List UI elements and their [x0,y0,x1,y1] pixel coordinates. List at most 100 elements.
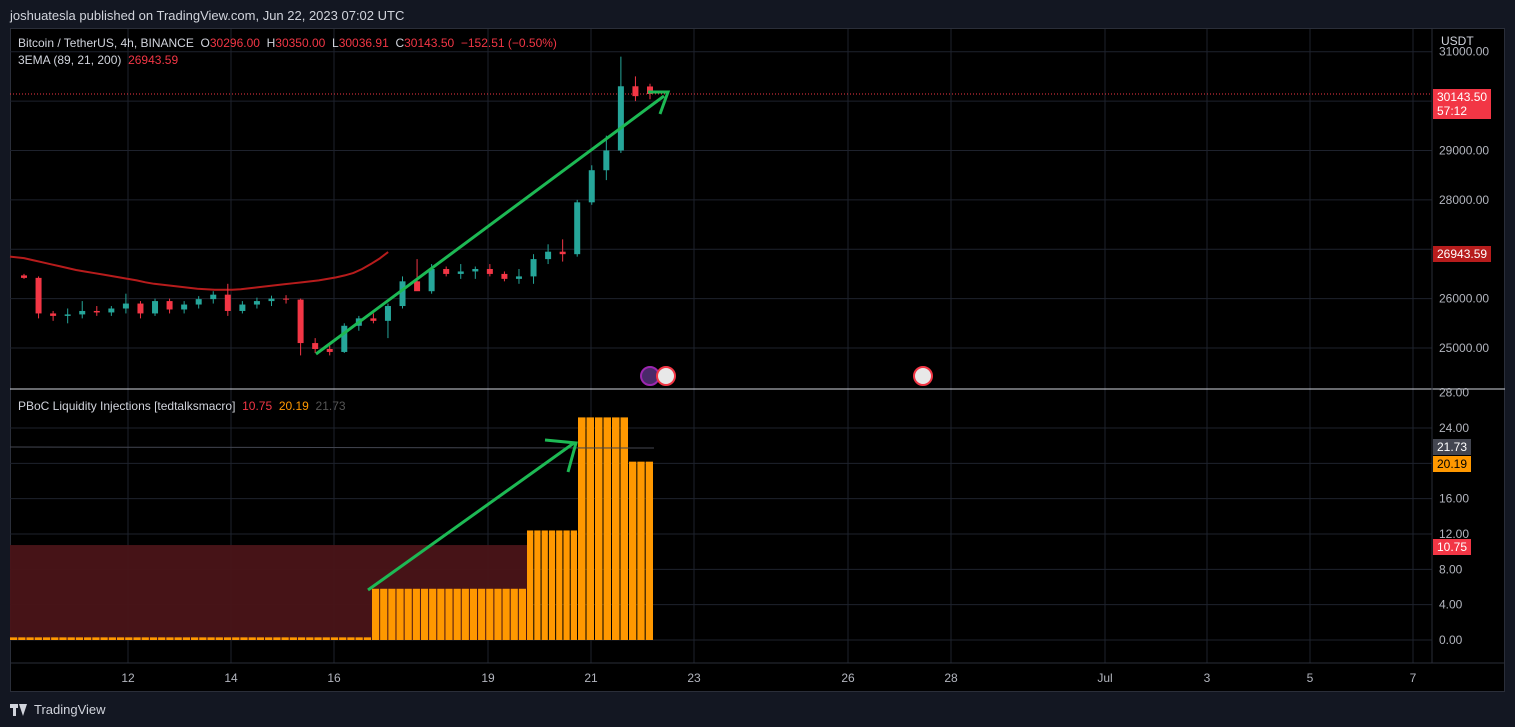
axes: 31000.00 29000.00 28000.00 26000.00 25000.00… [121,45,1489,685]
published-header: joshuatesla published on TradingView.com… [10,8,405,23]
liquidity-bar [158,637,166,640]
candle [137,303,144,314]
liquidity-bar [372,588,380,640]
liquidity-bar [26,637,34,640]
sub-tick: 0.00 [1439,633,1463,647]
candle [399,281,406,307]
candle [588,170,595,203]
candle [501,273,508,279]
liquidity-bar [612,417,620,640]
liquidity-bar [34,637,42,640]
candle [253,301,260,305]
candle [64,314,71,316]
time-tick: Jul [1097,671,1112,685]
liquidity-bar [420,588,429,640]
time-tick: 3 [1204,671,1211,685]
liquidity-bar [207,637,215,640]
time-tick: 7 [1410,671,1417,685]
candle [443,268,450,274]
candle [647,86,653,94]
liquidity-bar [240,637,248,640]
candle [486,268,493,274]
trend-arrow-sub-head [544,438,578,473]
liquidity-bar [645,461,653,640]
candle [152,301,159,314]
liquidity-bar [116,637,125,640]
liquidity-bar [248,637,256,640]
ref-tag: 21.73 [1433,439,1472,455]
candle [312,343,319,349]
candle [617,86,624,151]
liquidity-bar [108,637,116,640]
liquidity-bar [273,637,281,640]
us-flag-event-icon [913,366,933,386]
liquidity-bar [84,637,92,640]
time-tick: 26 [841,671,855,685]
candle [108,308,115,313]
candle [559,251,566,255]
candle [210,294,217,300]
sub-tick: 16.00 [1439,492,1469,506]
liquidity-bar [595,417,603,640]
liquidity-bar [174,637,182,640]
time-tick: 28 [944,671,958,685]
liquidity-bar [586,417,594,640]
low-value: 30036.91 [338,36,389,50]
liquidity-bar [281,637,289,640]
sub-tick: 28.00 [1439,386,1469,400]
candle [545,251,552,260]
sub-legend: PBoC Liquidity Injections [tedtalksmacro… [18,399,346,413]
ema-legend: 3EMA (89, 21, 200) 26943.59 [18,53,179,67]
liquidity-bar [478,588,486,640]
liquidity-bar [141,637,149,640]
liquidity-bar [469,588,478,640]
reference-line [9,446,655,449]
candle [341,325,348,352]
candle [414,281,421,292]
candle [224,294,231,311]
candle [457,271,464,274]
liquidity-bar [404,588,412,640]
candle [515,276,522,279]
liquidity-bar [182,637,190,640]
liquidity-bar [297,637,306,640]
candle [93,310,100,313]
candle [530,259,537,277]
liquidity-bar [541,530,548,640]
liquidity-bar [166,637,174,640]
liquidity-bar [578,417,586,640]
candle [35,277,42,314]
liquidity-bar [256,637,265,640]
liquidity-bars [9,417,655,640]
liquidity-bar [67,637,75,640]
time-tick: 16 [327,671,341,685]
liquidity-bar [548,530,556,640]
trend-arrow-sub [367,441,575,592]
symbol-label: Bitcoin / TetherUS, 4h, BINANCE [18,36,194,50]
liquidity-bar [199,637,207,640]
last-price-tag: 30143.50 57:12 [1433,89,1492,119]
liquidity-bar [453,588,461,640]
liquidity-bar [380,588,388,640]
footer-brand: TradingView [10,702,106,717]
liquidity-bar [412,588,420,640]
candle [181,304,188,310]
liquidity-bar [223,637,232,640]
trend-arrow-main [315,94,665,356]
candle [21,275,27,278]
price-tick: 26000.00 [1439,292,1489,306]
liquidity-bar [289,637,297,640]
candle [384,306,391,321]
candle [195,299,202,305]
change-value: −152.51 (−0.50%) [460,36,557,50]
liquidity-bar [347,637,355,640]
liquidity-bar [10,637,18,640]
price-tick: 25000.00 [1439,341,1489,355]
liquidity-bar [51,637,59,640]
liquidity-bar [75,637,84,640]
time-tick: 21 [584,671,598,685]
liquidity-bar [570,530,577,640]
sub-tick: 4.00 [1439,598,1463,612]
liquidity-bar [232,637,240,640]
